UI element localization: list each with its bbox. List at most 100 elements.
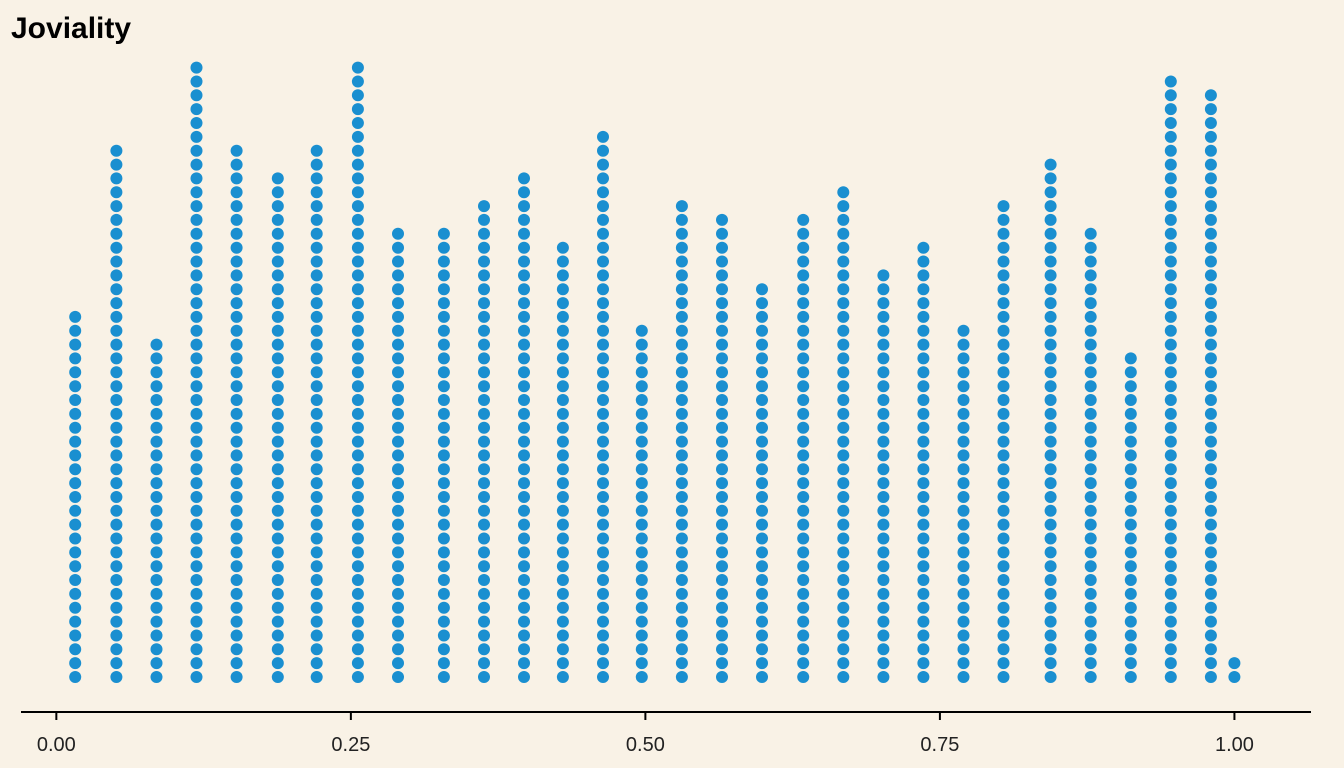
dot-bin-24-16 xyxy=(1044,449,1057,462)
dot-bin-27-21 xyxy=(1164,380,1177,393)
dot-bin-5-31 xyxy=(271,241,284,254)
dot-bin-6-8 xyxy=(310,560,323,573)
dot-bin-11-34 xyxy=(518,200,530,213)
dot-bin-16-5 xyxy=(716,601,728,614)
dot-bin-10-23 xyxy=(478,352,490,365)
dot-bin-17-19 xyxy=(756,407,768,420)
dot-bin-0-9 xyxy=(69,546,82,559)
dot-bin-28-25 xyxy=(1204,324,1217,337)
dot-bin-3-3 xyxy=(190,629,203,642)
dot-bin-6-31 xyxy=(310,241,323,254)
dot-bin-18-2 xyxy=(797,643,810,656)
dot-bin-28-38 xyxy=(1204,144,1217,157)
dot-bin-7-6 xyxy=(351,587,364,600)
dot-bin-8-19 xyxy=(392,407,404,420)
dot-bin-23-11 xyxy=(997,518,1010,531)
dot-bin-6-35 xyxy=(310,186,323,199)
dot-bin-27-28 xyxy=(1164,283,1177,296)
dot-bin-7-17 xyxy=(351,435,364,448)
dot-bin-27-10 xyxy=(1164,532,1177,545)
dot-bin-13-18 xyxy=(597,421,609,434)
dot-bin-6-24 xyxy=(310,338,323,351)
dot-bin-12-13 xyxy=(556,491,569,503)
dot-bin-3-23 xyxy=(190,352,203,365)
dot-bin-21-16 xyxy=(917,449,930,462)
x-tick-label-2: 0.50 xyxy=(626,734,665,756)
dot-bin-28-11 xyxy=(1204,518,1217,531)
dot-bin-23-28 xyxy=(997,283,1010,296)
x-axis-ticks: 0.00 0.25 0.50 0.75 1.00 xyxy=(37,712,1254,756)
dot-bin-21-11 xyxy=(917,518,930,531)
dot-bin-3-5 xyxy=(190,601,203,614)
dot-bin-3-14 xyxy=(190,477,203,490)
dot-bin-1-25 xyxy=(110,324,123,337)
dot-bin-1-32 xyxy=(110,227,123,240)
dot-bin-24-27 xyxy=(1044,297,1057,310)
dot-bin-28-7 xyxy=(1204,574,1217,586)
dot-bin-4-1 xyxy=(230,657,243,670)
dot-bin-22-5 xyxy=(957,601,970,614)
dot-bin-8-10 xyxy=(392,532,404,545)
dot-bin-9-13 xyxy=(437,491,450,503)
dot-bin-23-21 xyxy=(997,380,1010,393)
dot-bin-5-14 xyxy=(271,477,284,490)
dot-bin-0-12 xyxy=(69,504,82,517)
dot-bin-7-2 xyxy=(351,643,364,656)
dot-bin-22-12 xyxy=(957,504,970,517)
dot-bin-19-10 xyxy=(837,532,850,545)
dot-bin-28-14 xyxy=(1204,477,1217,490)
dot-bin-19-20 xyxy=(837,394,850,406)
dot-bin-25-4 xyxy=(1084,615,1097,628)
dot-bin-25-31 xyxy=(1084,241,1097,254)
dot-bin-14-25 xyxy=(635,324,648,337)
dot-bin-9-10 xyxy=(437,532,450,545)
dot-bin-12-24 xyxy=(556,338,569,351)
dot-bin-0-25 xyxy=(69,324,82,337)
dot-bin-21-19 xyxy=(917,407,930,420)
dot-bin-5-35 xyxy=(271,186,284,199)
dot-bin-15-6 xyxy=(675,587,688,600)
dot-bin-6-34 xyxy=(310,200,323,213)
dot-bin-18-20 xyxy=(797,394,810,406)
dot-bin-27-8 xyxy=(1164,560,1177,573)
dot-bin-28-21 xyxy=(1204,380,1217,393)
dot-bin-13-26 xyxy=(597,310,609,323)
dot-bin-10-16 xyxy=(478,449,490,462)
dot-bin-13-22 xyxy=(597,366,609,379)
dot-bin-14-3 xyxy=(635,629,648,642)
dot-bin-18-10 xyxy=(797,532,810,545)
dot-bin-27-11 xyxy=(1164,518,1177,531)
dot-bin-28-30 xyxy=(1204,255,1217,268)
dot-bin-18-9 xyxy=(797,546,810,559)
dot-bin-17-28 xyxy=(756,283,768,296)
dot-bin-20-18 xyxy=(877,421,890,434)
dot-bin-15-16 xyxy=(675,449,688,462)
dot-bin-7-8 xyxy=(351,560,364,573)
dot-bin-3-34 xyxy=(190,200,203,213)
dot-bin-13-1 xyxy=(597,657,609,670)
dot-bin-24-7 xyxy=(1044,574,1057,586)
dot-bin-17-26 xyxy=(756,310,768,323)
dot-bin-26-13 xyxy=(1124,491,1137,503)
dot-bin-11-24 xyxy=(518,338,530,351)
x-tick-label-1: 0.25 xyxy=(331,734,370,756)
dot-bin-19-21 xyxy=(837,380,850,393)
dot-bin-28-41 xyxy=(1204,103,1217,116)
dot-bin-15-12 xyxy=(675,504,688,517)
dot-bin-1-34 xyxy=(110,200,123,213)
dot-bin-6-12 xyxy=(310,504,323,517)
dot-bin-19-35 xyxy=(837,186,850,199)
dot-bin-5-13 xyxy=(271,491,284,503)
dot-bin-8-17 xyxy=(392,435,404,448)
dot-bin-17-18 xyxy=(756,421,768,434)
dot-bin-0-16 xyxy=(69,449,82,462)
dot-bin-15-23 xyxy=(675,352,688,365)
dot-bin-18-3 xyxy=(797,629,810,642)
dot-bin-8-18 xyxy=(392,421,404,434)
dot-bin-18-22 xyxy=(797,366,810,379)
dot-bin-1-36 xyxy=(110,172,123,185)
dot-bin-16-13 xyxy=(716,491,728,503)
dot-bin-2-21 xyxy=(150,380,163,393)
dot-bin-3-31 xyxy=(190,241,203,254)
dot-bin-17-8 xyxy=(756,560,768,573)
